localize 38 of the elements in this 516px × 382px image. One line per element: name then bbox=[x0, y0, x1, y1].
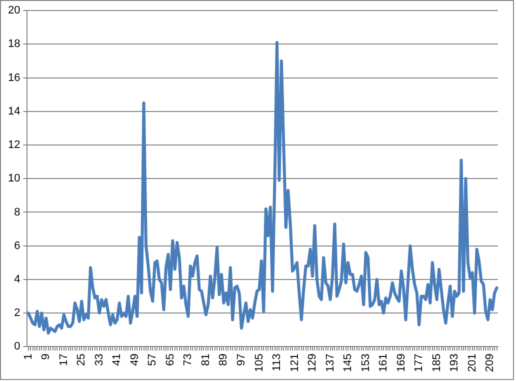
y-tick-label: 4 bbox=[14, 273, 20, 286]
x-tick-label: 17 bbox=[58, 354, 70, 366]
x-tick-label: 193 bbox=[448, 354, 461, 372]
y-tick-label: 0 bbox=[14, 340, 20, 353]
x-tick-label: 209 bbox=[484, 354, 496, 372]
y-tick-label: 14 bbox=[8, 105, 20, 118]
x-tick-label: 65 bbox=[164, 354, 176, 366]
x-tick-label: 137 bbox=[324, 354, 336, 372]
x-tick-label: 177 bbox=[413, 354, 426, 372]
y-tick-label: 20 bbox=[8, 4, 20, 17]
x-tick-label: 105 bbox=[253, 354, 266, 372]
x-tick-label: 57 bbox=[146, 354, 159, 366]
x-tick-label: 41 bbox=[111, 354, 124, 366]
x-tick-label: 129 bbox=[306, 354, 319, 372]
x-tick-label: 33 bbox=[93, 354, 106, 366]
x-tick-label: 153 bbox=[360, 354, 372, 372]
x-tick-label: 201 bbox=[466, 354, 478, 372]
x-tick-label: 49 bbox=[128, 354, 141, 366]
x-tick-label: 81 bbox=[200, 354, 212, 366]
x-tick-label: 25 bbox=[76, 354, 88, 366]
y-tick-label: 2 bbox=[14, 307, 20, 320]
y-tick-label: 10 bbox=[8, 172, 20, 185]
x-tick-label: 185 bbox=[430, 354, 443, 372]
y-tick-label: 16 bbox=[8, 72, 20, 84]
y-tick-label: 6 bbox=[14, 240, 20, 252]
y-tick-label: 12 bbox=[8, 139, 20, 152]
y-tick-label: 18 bbox=[8, 38, 20, 50]
x-tick-label: 161 bbox=[378, 354, 390, 372]
x-tick-label: 9 bbox=[40, 354, 52, 360]
x-tick-label: 121 bbox=[288, 354, 301, 372]
x-tick-label: 97 bbox=[236, 354, 248, 366]
x-tick-label: 145 bbox=[342, 354, 354, 372]
x-tick-label: 73 bbox=[182, 354, 194, 366]
x-tick-label: 169 bbox=[395, 354, 408, 372]
x-tick-label: 113 bbox=[271, 354, 284, 372]
y-tick-label: 8 bbox=[14, 206, 20, 218]
x-tick-label: 1 bbox=[22, 354, 34, 360]
x-tick-label: 89 bbox=[218, 354, 230, 366]
